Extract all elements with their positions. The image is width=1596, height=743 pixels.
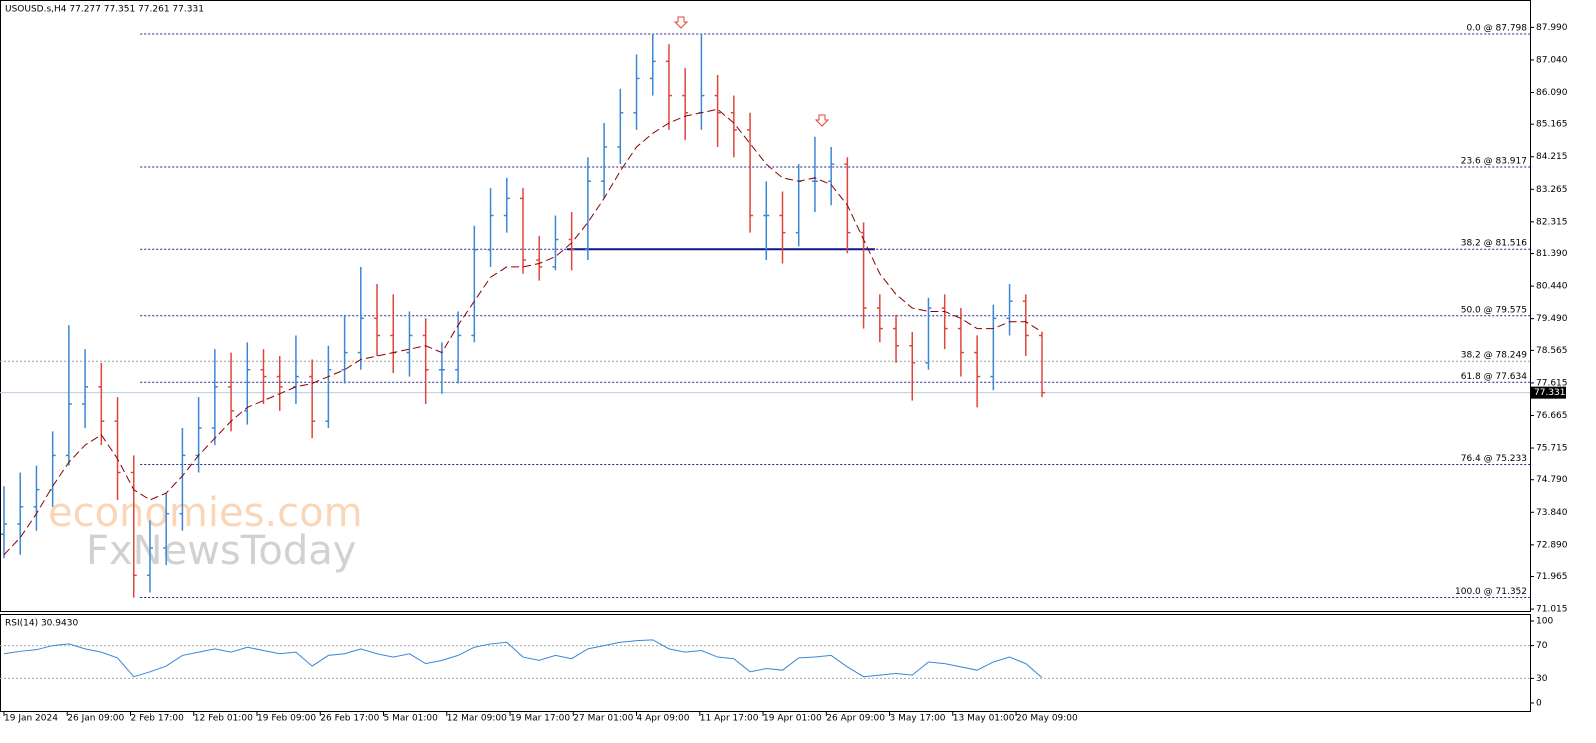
rsi-frame [0, 614, 1531, 712]
y-tick-label: 80.440 [1536, 282, 1568, 292]
y-tick-label: 86.090 [1536, 88, 1568, 98]
fib-label: 76.4 @ 75.233 [1461, 454, 1527, 464]
moving-average [3, 108, 1043, 556]
y-tick-label: 71.015 [1536, 605, 1568, 615]
rsi-title: RSI(14) 30.9430 [5, 619, 78, 629]
x-tick-label: 12 Mar 09:00 [447, 714, 507, 724]
y-tick-label: 79.490 [1536, 314, 1568, 324]
top-arrow [814, 114, 830, 127]
x-tick-label: 19 Apr 01:00 [763, 714, 822, 724]
x-tick-label: 5 Mar 01:00 [384, 714, 439, 724]
fib-label: 38.2 @ 78.249 [1461, 351, 1528, 361]
rsi-line [3, 639, 1043, 678]
y-tick-label: 100 [1536, 616, 1553, 626]
x-tick-label: 20 May 09:00 [1016, 714, 1078, 724]
fib-label: 0.0 @ 87.798 [1466, 23, 1527, 33]
y-tick-label: 75.715 [1536, 444, 1568, 454]
x-tick-label: 4 Apr 09:00 [637, 714, 690, 724]
y-tick-label: 81.390 [1536, 249, 1568, 259]
x-tick-label: 26 Apr 09:00 [826, 714, 885, 724]
fib-label: 61.8 @ 77.634 [1461, 372, 1528, 382]
y-tick-label: 87.040 [1536, 55, 1568, 65]
x-tick-label: 19 Feb 09:00 [257, 714, 316, 724]
y-tick-label: 85.165 [1536, 120, 1568, 130]
y-tick-label: 0 [1536, 698, 1542, 708]
main-frame [0, 0, 1531, 612]
fib-label: 23.6 @ 83.917 [1461, 156, 1527, 166]
chart-title: USOUSD.s,H4 77.277 77.351 77.261 77.331 [5, 5, 204, 15]
fib-label: 50.0 @ 79.575 [1461, 305, 1527, 315]
watermark: FxNewsToday [86, 528, 356, 574]
y-tick-label: 78.565 [1536, 346, 1568, 356]
y-tick-label: 83.265 [1536, 185, 1568, 195]
x-tick-label: 13 May 01:00 [953, 714, 1015, 724]
top-arrow [673, 16, 689, 29]
y-tick-label: 74.790 [1536, 475, 1568, 485]
watermark: economies.com [48, 490, 363, 536]
x-tick-label: 26 Feb 17:00 [320, 714, 379, 724]
fib-label: 100.0 @ 71.352 [1455, 587, 1527, 597]
x-tick-label: 3 May 17:00 [890, 714, 946, 724]
x-tick-label: 19 Mar 17:00 [510, 714, 570, 724]
x-tick-label: 26 Jan 09:00 [67, 714, 124, 724]
y-tick-label: 73.840 [1536, 508, 1568, 518]
y-tick-label: 70 [1536, 641, 1548, 651]
x-tick-label: 19 Jan 2024 [4, 714, 58, 724]
x-tick-label: 2 Feb 17:00 [131, 714, 185, 724]
y-tick-label: 30 [1536, 674, 1548, 684]
fib-label: 38.2 @ 81.516 [1461, 239, 1528, 249]
y-tick-label: 72.890 [1536, 540, 1568, 550]
x-tick-label: 11 Apr 17:00 [700, 714, 759, 724]
y-tick-label: 71.965 [1536, 572, 1568, 582]
y-tick-label: 82.315 [1536, 217, 1568, 227]
x-tick-label: 27 Mar 01:00 [573, 714, 633, 724]
y-tick-label: 76.665 [1536, 411, 1568, 421]
current-price-box [1530, 386, 1566, 399]
x-tick-label: 12 Feb 01:00 [194, 714, 253, 724]
y-tick-label: 77.615 [1536, 378, 1568, 388]
y-tick-label: 84.215 [1536, 152, 1568, 162]
y-tick-label: 87.990 [1536, 23, 1568, 33]
current-price-label: 77.331 [1534, 388, 1566, 398]
